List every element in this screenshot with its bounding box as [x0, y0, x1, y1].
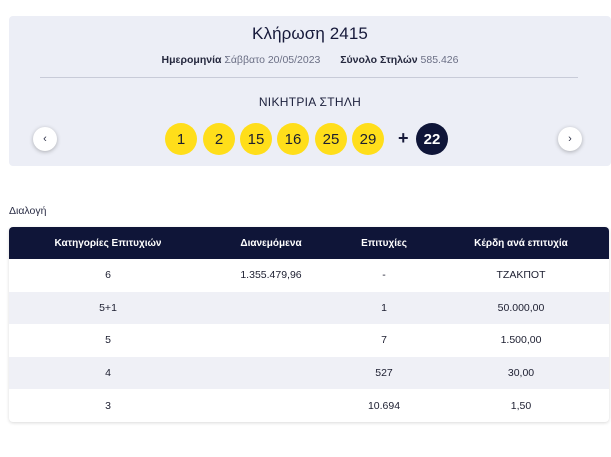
- winning-number-3: 15: [240, 123, 272, 155]
- cell-winners: 1: [381, 301, 387, 314]
- draw-meta: Ημερομηνία Σάββατο 20/05/2023 Σύνολο Στη…: [9, 54, 611, 66]
- chevron-left-icon: ‹: [43, 133, 47, 145]
- plus-sign: +: [398, 128, 409, 148]
- cell-winners: 10.694: [367, 399, 401, 412]
- cell-category: 5: [105, 334, 111, 347]
- header-winners: Επιτυχίες: [361, 237, 407, 249]
- cell-prize: 30,00: [507, 367, 535, 380]
- prize-table: Κατηγορίες Επιτυχιών Διανεμόμενα Επιτυχί…: [9, 227, 609, 422]
- chevron-right-icon: ›: [568, 133, 572, 145]
- draw-card: Κλήρωση 2415 Ημερομηνία Σάββατο 20/05/20…: [9, 16, 611, 166]
- cell-winners: 7: [381, 334, 387, 347]
- bonus-number: 22: [416, 123, 448, 155]
- previous-draw-button[interactable]: ‹: [33, 127, 57, 151]
- next-draw-button[interactable]: ›: [558, 127, 582, 151]
- table-row: 3 10.694 1,50: [9, 389, 609, 422]
- winning-number-6: 29: [352, 123, 384, 155]
- date-label: Ημερομηνία: [161, 54, 222, 66]
- cell-prize: ΤΖΑΚΠΟΤ: [496, 269, 546, 282]
- date-value: Σάββατο 20/05/2023: [224, 54, 321, 66]
- cell-category: 6: [105, 269, 111, 282]
- table-row: 5+1 1 50.000,00: [9, 291, 609, 325]
- cell-prize: 50.000,00: [497, 301, 545, 314]
- cell-winners: 527: [375, 367, 393, 380]
- winning-number-1: 1: [165, 123, 197, 155]
- winning-number-4: 16: [277, 123, 309, 155]
- divider: [40, 77, 578, 78]
- header-distributed: Διανεμόμενα: [240, 237, 302, 249]
- table-header: Κατηγορίες Επιτυχιών Διανεμόμενα Επιτυχί…: [9, 227, 609, 259]
- section-label: Διαλογή: [9, 205, 47, 217]
- winning-number-5: 25: [315, 123, 347, 155]
- header-prize-per-winner: Κέρδη ανά επιτυχία: [474, 237, 568, 249]
- cell-winners: -: [382, 269, 386, 282]
- columns-value: 585.426: [420, 54, 459, 66]
- winning-column-title: ΝΙΚΗΤΡΙΑ ΣΤΗΛΗ: [258, 95, 362, 109]
- table-row: 5 7 1.500,00: [9, 324, 609, 357]
- cell-category: 4: [105, 367, 111, 380]
- columns-label: Σύνολο Στηλών: [340, 54, 418, 66]
- header-categories: Κατηγορίες Επιτυχιών: [54, 237, 162, 249]
- cell-category: 3: [105, 399, 111, 412]
- cell-distributed: 1.355.479,96: [240, 269, 302, 282]
- table-row: 6 1.355.479,96 - ΤΖΑΚΠΟΤ: [9, 259, 609, 292]
- cell-prize: 1.500,00: [500, 334, 542, 347]
- winning-number-2: 2: [203, 123, 235, 155]
- cell-prize: 1,50: [510, 399, 532, 412]
- table-row: 4 527 30,00: [9, 356, 609, 390]
- draw-title: Κλήρωση 2415: [252, 24, 368, 43]
- cell-category: 5+1: [99, 301, 117, 314]
